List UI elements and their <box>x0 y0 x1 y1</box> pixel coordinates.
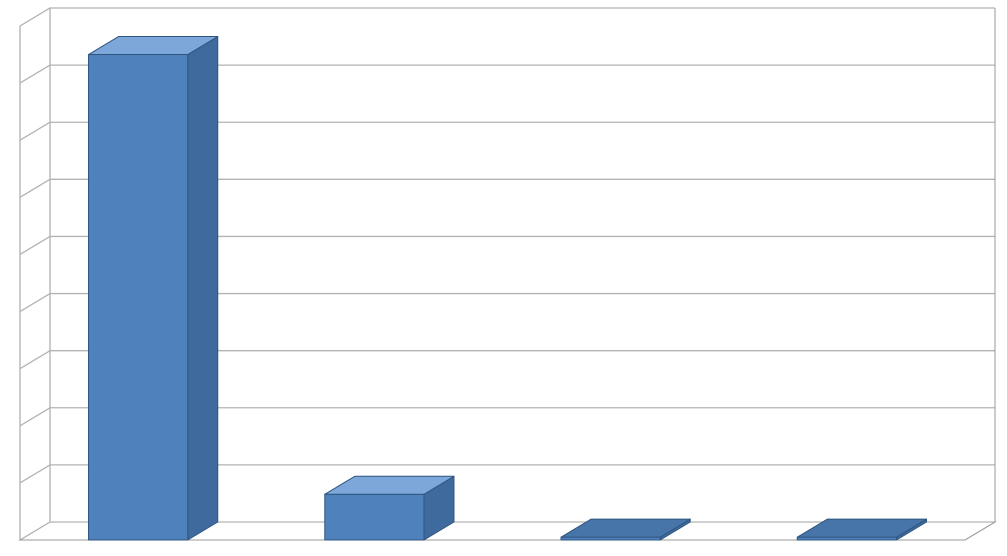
bar <box>325 476 454 540</box>
bar <box>89 37 218 540</box>
bar-chart-3d <box>0 0 1007 556</box>
